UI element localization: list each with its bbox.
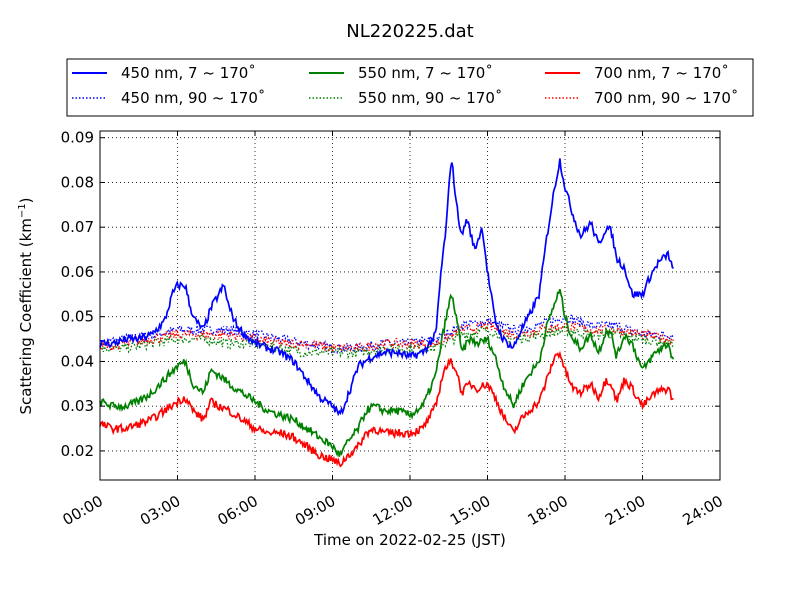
y-tick-label: 0.04 [61, 352, 94, 370]
y-axis-label-sup: −1 [17, 203, 28, 218]
y-axis-label: Scattering Coefficient (km−1) [17, 197, 35, 414]
series-layer [99, 158, 675, 468]
plot-frame [99, 130, 721, 481]
y-axis-label-main: Scattering Coefficient (km [17, 218, 35, 414]
series-line-2 [99, 289, 675, 457]
legend-label: 700 nm, 90 ~ 170˚ [594, 89, 738, 107]
legend-label: 450 nm, 7 ~ 170˚ [121, 64, 256, 82]
legend-label: 550 nm, 7 ~ 170˚ [358, 64, 493, 82]
y-tick-label: 0.06 [61, 263, 94, 281]
y-tick-label: 0.09 [61, 129, 94, 147]
chart-title: NL220225.dat [346, 21, 473, 42]
legend-box [66, 58, 754, 117]
series-line-4 [99, 350, 674, 468]
x-axis-label: Time on 2022-02-25 (JST) [313, 531, 506, 549]
y-tick-label: 0.08 [61, 173, 94, 191]
series-line-5 [99, 320, 675, 353]
y-tick-label: 0.07 [61, 218, 94, 236]
y-axis-label-close: ) [17, 197, 35, 203]
legend: 450 nm, 7 ~ 170˚ 450 nm, 90 ~ 170˚ 550 nm,… [66, 58, 754, 117]
grid-lines [100, 131, 720, 480]
legend-label: 450 nm, 90 ~ 170˚ [121, 89, 265, 107]
y-tick-label: 0.02 [61, 442, 94, 460]
legend-label: 700 nm, 7 ~ 170˚ [594, 64, 729, 82]
legend-label: 550 nm, 90 ~ 170˚ [358, 89, 502, 107]
series-line-0 [99, 158, 674, 417]
y-tick-label: 0.03 [61, 397, 94, 415]
series-line-1 [99, 314, 675, 354]
y-tick-label: 0.05 [61, 308, 94, 326]
